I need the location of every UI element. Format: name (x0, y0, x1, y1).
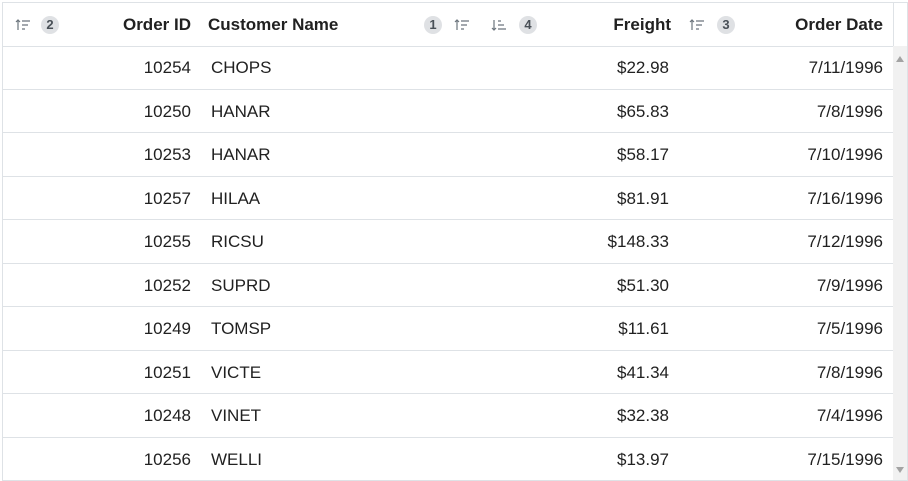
freight-cell: $81.91 (617, 188, 669, 208)
customer-name-cell: VINET (211, 406, 262, 425)
grid-body: 10254 CHOPS $22.98 7/11/1996 10250 HANAR… (3, 46, 893, 480)
order-id-cell: 10249 (143, 319, 191, 338)
order-id-cell: 10248 (143, 406, 191, 425)
order-date-cell: 7/15/1996 (807, 449, 883, 469)
sort-ascending-icon (689, 19, 704, 30)
order-date-cell: 7/16/1996 (807, 188, 883, 208)
table-row[interactable]: 10248 VINET $32.38 7/4/1996 (3, 394, 893, 438)
freight-cell: $13.97 (617, 449, 669, 469)
table-row[interactable]: 10256 WELLI $13.97 7/15/1996 (3, 438, 893, 481)
column-header-freight[interactable]: 4 Freight (483, 3, 671, 46)
sort-ascending-icon (15, 19, 30, 30)
grid-header: 2 Order ID Customer Name 1 4 Freight (3, 3, 893, 47)
order-id-cell: 10251 (143, 362, 191, 382)
order-id-cell: 10254 (143, 58, 191, 77)
freight-cell: $51.30 (617, 275, 669, 295)
freight-cell: $65.83 (617, 101, 669, 121)
order-id-cell: 10252 (143, 275, 191, 295)
order-date-cell: 7/9/1996 (816, 275, 883, 295)
sort-order-badge: 3 (717, 16, 735, 34)
table-row[interactable]: 10249 TOMSP $11.61 7/5/1996 (3, 307, 893, 351)
scroll-down-arrow-icon[interactable] (896, 467, 904, 473)
customer-name-cell: SUPRD (211, 275, 271, 295)
customer-name-cell: VICTE (211, 362, 262, 382)
scroll-up-arrow-icon[interactable] (896, 56, 904, 62)
freight-cell: $41.34 (617, 362, 669, 382)
column-header-label: Order ID (122, 15, 191, 34)
column-header-first[interactable]: 2 (3, 3, 73, 46)
vertical-scrollbar[interactable] (893, 3, 907, 480)
sort-descending-icon (491, 20, 506, 31)
table-row[interactable]: 10252 SUPRD $51.30 7/9/1996 (3, 264, 893, 307)
order-date-cell: 7/11/1996 (808, 58, 883, 77)
customer-name-cell: HANAR (211, 101, 271, 121)
order-date-cell: 7/8/1996 (816, 101, 883, 121)
sort-ascending-icon (454, 19, 469, 30)
column-header-order-date[interactable]: 3 Order Date (683, 3, 883, 46)
order-id-cell: 10257 (143, 188, 191, 208)
order-id-cell: 10250 (143, 101, 191, 121)
column-header-label: Freight (613, 15, 671, 34)
table-row[interactable]: 10251 VICTE $41.34 7/8/1996 (3, 351, 893, 394)
table-row[interactable]: 10257 HILAA $81.91 7/16/1996 (3, 177, 893, 220)
table-row[interactable]: 10255 RICSU $148.33 7/12/1996 (3, 220, 893, 264)
freight-cell: $58.17 (617, 145, 669, 164)
freight-cell: $11.61 (618, 319, 669, 338)
customer-name-cell: RICSU (211, 232, 264, 251)
scrollbar-header-spacer (893, 3, 907, 46)
order-date-cell: 7/5/1996 (816, 319, 883, 338)
table-row[interactable]: 10250 HANAR $65.83 7/8/1996 (3, 90, 893, 133)
table-row[interactable]: 10254 CHOPS $22.98 7/11/1996 (3, 46, 893, 90)
sort-order-badge: 1 (424, 16, 442, 34)
column-header-order-id[interactable]: Order ID (73, 3, 191, 46)
freight-cell: $148.33 (607, 232, 669, 251)
customer-name-cell: CHOPS (211, 58, 272, 77)
customer-name-cell: TOMSP (211, 319, 272, 338)
sort-order-badge: 2 (41, 16, 59, 34)
order-id-cell: 10253 (143, 145, 191, 164)
order-id-cell: 10255 (143, 232, 191, 251)
order-date-cell: 7/4/1996 (816, 406, 883, 425)
customer-name-cell: HANAR (211, 145, 271, 164)
customer-name-cell: HILAA (211, 188, 261, 208)
order-date-cell: 7/8/1996 (816, 362, 883, 382)
order-id-cell: 10256 (143, 449, 191, 469)
column-header-label: Order Date (795, 15, 883, 34)
column-header-customer-name[interactable]: Customer Name 1 (208, 3, 548, 46)
sort-order-badge: 4 (519, 16, 537, 34)
table-row[interactable]: 10253 HANAR $58.17 7/10/1996 (3, 133, 893, 177)
column-header-label: Customer Name (208, 15, 339, 34)
order-date-cell: 7/10/1996 (807, 145, 883, 164)
order-date-cell: 7/12/1996 (807, 232, 883, 251)
customer-name-cell: WELLI (211, 449, 263, 469)
freight-cell: $22.98 (617, 58, 669, 77)
freight-cell: $32.38 (617, 406, 669, 425)
